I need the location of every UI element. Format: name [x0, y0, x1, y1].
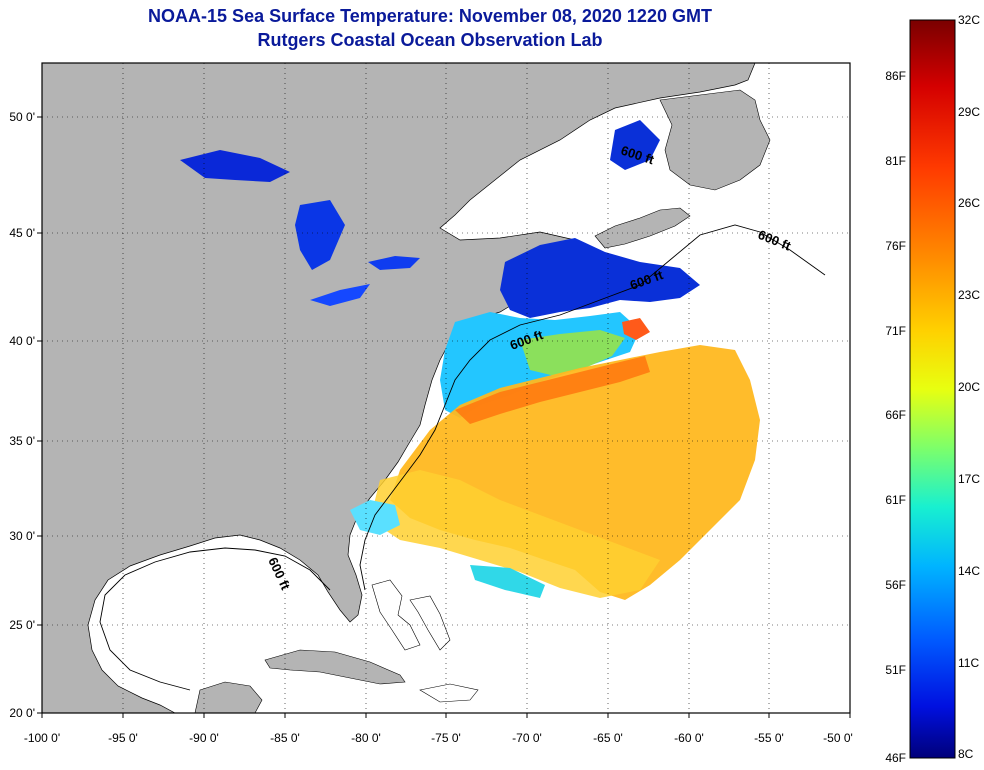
map-title: NOAA-15 Sea Surface Temperature: Novembe… — [148, 6, 712, 26]
land-newfoundland — [659, 89, 771, 191]
great-lake-ontario — [368, 256, 420, 270]
contour-600ft-gulf — [99, 547, 331, 691]
great-lake-michigan-huron — [295, 200, 345, 270]
great-lake-erie — [310, 284, 370, 306]
island-hispaniola — [419, 683, 479, 703]
lon-label: -50 0' — [823, 731, 853, 745]
lat-label: 30 0' — [9, 529, 35, 543]
bahamas-banks — [371, 579, 451, 651]
lon-label: -80 0' — [351, 731, 381, 745]
island-cuba — [264, 649, 406, 685]
map-subtitle: Rutgers Coastal Ocean Observation Lab — [257, 30, 603, 50]
sst-southern-cool-patch — [470, 565, 545, 598]
lat-label: 25 0' — [9, 618, 35, 632]
contour-600ft — [359, 224, 826, 591]
sst-eddy-warm — [622, 318, 650, 340]
colorbar-fahrenheit-label: 86F — [885, 69, 906, 83]
colorbar-fahrenheit-label: 66F — [885, 408, 906, 422]
lon-label: -85 0' — [270, 731, 300, 745]
sst-southern-warm — [370, 470, 660, 598]
colorbar-fahrenheit-label: 76F — [885, 239, 906, 253]
lat-label: 40 0' — [9, 334, 35, 348]
lon-label: -90 0' — [189, 731, 219, 745]
sst-gulf-stream-core — [455, 356, 650, 424]
colorbar-fahrenheit-label: 51F — [885, 663, 906, 677]
lon-label: -60 0' — [674, 731, 704, 745]
colorbar — [909, 19, 956, 759]
colorbar-celsius-label: 32C — [958, 13, 980, 27]
colorbar-fahrenheit-label: 61F — [885, 493, 906, 507]
lat-label: 45 0' — [9, 226, 35, 240]
lat-label: 20 0' — [9, 706, 35, 720]
sst-gulf-of-st-lawrence — [610, 120, 660, 170]
colorbar-celsius-label: 23C — [958, 288, 980, 302]
colorbar-celsius-label: 29C — [958, 105, 980, 119]
land-north-america — [42, 63, 756, 713]
sst-gulf-of-maine — [500, 238, 700, 318]
lon-label: -75 0' — [431, 731, 461, 745]
colorbar-fahrenheit-label: 71F — [885, 324, 906, 338]
colorbar-fahrenheit-label: 81F — [885, 154, 906, 168]
land-yucatan — [194, 681, 263, 713]
lat-label: 35 0' — [9, 434, 35, 448]
colorbar-fahrenheit-label: 46F — [885, 751, 906, 765]
sst-florida-shelf — [350, 500, 400, 535]
colorbar-celsius-label: 20C — [958, 380, 980, 394]
land-nova-scotia — [594, 207, 691, 249]
lon-label: -95 0' — [108, 731, 138, 745]
colorbar-celsius-label: 17C — [958, 472, 980, 486]
lat-label: 50 0' — [9, 110, 35, 124]
colorbar-celsius-label: 8C — [958, 747, 974, 761]
axis-ticks — [37, 116, 851, 718]
colorbar-celsius-label: 14C — [958, 564, 980, 578]
colorbar-celsius-label: 11C — [958, 656, 979, 670]
graticule — [42, 63, 850, 713]
lon-label: -65 0' — [593, 731, 623, 745]
sst-shelf-green — [520, 330, 625, 376]
colorbar-celsius-label: 26C — [958, 196, 980, 210]
great-lake-superior — [180, 150, 290, 182]
colorbar-fahrenheit-label: 56F — [885, 578, 906, 592]
lon-label: -55 0' — [754, 731, 784, 745]
lon-label: -70 0' — [512, 731, 542, 745]
lon-label: -100 0' — [24, 731, 60, 745]
